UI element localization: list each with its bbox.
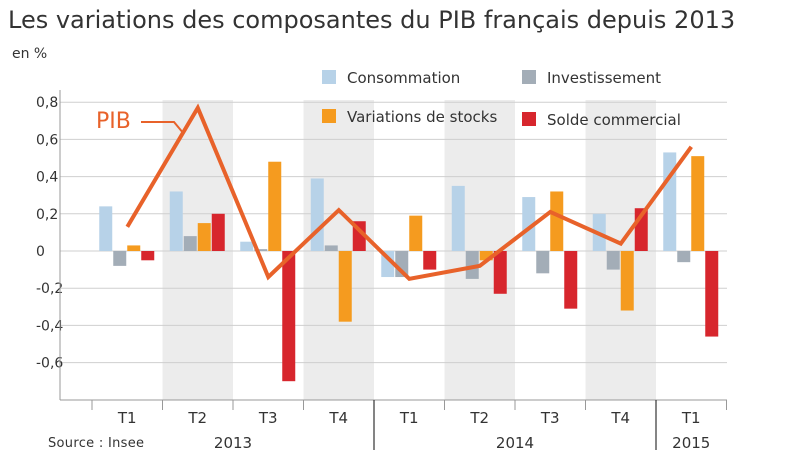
x-tick-label: T3 bbox=[258, 409, 278, 427]
bar-variations-de-stocks bbox=[127, 245, 141, 251]
legend-swatch bbox=[322, 109, 336, 123]
x-tick-label: T1 bbox=[681, 409, 701, 427]
legend-swatch bbox=[522, 70, 536, 84]
y-tick-label: -0,6 bbox=[36, 356, 63, 372]
x-tick-label: T2 bbox=[187, 409, 207, 427]
legend-label: Solde commercial bbox=[547, 111, 681, 129]
bar-solde-commercial bbox=[141, 251, 155, 261]
bar-investissement bbox=[536, 251, 550, 274]
bar-investissement bbox=[465, 251, 479, 279]
bar-investissement bbox=[113, 251, 127, 266]
x-tick-label: T2 bbox=[469, 409, 489, 427]
y-tick-label: 0,4 bbox=[36, 170, 58, 186]
pib-line bbox=[125, 103, 693, 282]
y-tick-label: -0,4 bbox=[36, 318, 63, 334]
x-tick-label: T3 bbox=[540, 409, 560, 427]
bar-variations-de-stocks bbox=[479, 251, 493, 261]
bar-solde-commercial bbox=[705, 251, 719, 337]
x-tick-label: T4 bbox=[328, 409, 348, 427]
legend-label: Variations de stocks bbox=[347, 108, 497, 126]
y-tick-label: 0,2 bbox=[36, 207, 58, 223]
bar-consommation bbox=[99, 206, 113, 251]
bar-consommation bbox=[522, 197, 536, 251]
y-tick-label: 0 bbox=[36, 244, 45, 260]
bar-consommation bbox=[240, 241, 254, 251]
bar-solde-commercial bbox=[282, 251, 296, 382]
bar-variations-de-stocks bbox=[338, 251, 352, 322]
bar-investissement bbox=[254, 249, 268, 251]
source-note: Source : Insee bbox=[48, 436, 145, 451]
bar-variations-de-stocks bbox=[197, 223, 211, 251]
bar-solde-commercial bbox=[423, 251, 437, 270]
bar-variations-de-stocks bbox=[620, 251, 634, 311]
bar-consommation bbox=[663, 152, 677, 251]
x-tick-label: T1 bbox=[117, 409, 137, 427]
legend-swatch bbox=[322, 70, 336, 84]
x-tick-label: T1 bbox=[399, 409, 419, 427]
bar-variations-de-stocks bbox=[268, 161, 282, 251]
y-tick-label: 0,8 bbox=[36, 95, 58, 111]
legend-label: Consommation bbox=[347, 69, 460, 87]
bar-investissement bbox=[183, 236, 197, 251]
y-tick-label: -0,2 bbox=[36, 281, 63, 297]
y-axis-unit-label: en % bbox=[12, 46, 48, 62]
bar-variations-de-stocks bbox=[550, 191, 564, 251]
bar-consommation bbox=[381, 251, 395, 278]
bar-solde-commercial bbox=[564, 251, 578, 309]
bar-solde-commercial bbox=[211, 213, 225, 251]
bar-consommation bbox=[169, 191, 183, 251]
pib-label-leader bbox=[141, 121, 185, 135]
chart-title: Les variations des composantes du PIB fr… bbox=[8, 6, 736, 34]
pib-line-label: PIB bbox=[96, 109, 131, 134]
year-label: 2014 bbox=[496, 434, 534, 452]
bar-investissement bbox=[324, 245, 338, 251]
bar-consommation bbox=[451, 185, 465, 251]
bar-investissement bbox=[606, 251, 620, 270]
bar-investissement bbox=[677, 251, 691, 263]
x-tick-label: T4 bbox=[610, 409, 630, 427]
y-tick-label: 0,6 bbox=[36, 132, 58, 148]
legend-swatch bbox=[522, 112, 536, 126]
bar-variations-de-stocks bbox=[691, 156, 705, 251]
bar-consommation bbox=[310, 178, 324, 251]
year-label: 2013 bbox=[214, 434, 252, 452]
legend-label: Investissement bbox=[547, 69, 661, 87]
year-label: 2015 bbox=[672, 434, 710, 452]
bar-solde-commercial bbox=[493, 251, 507, 294]
bar-variations-de-stocks bbox=[409, 215, 423, 251]
